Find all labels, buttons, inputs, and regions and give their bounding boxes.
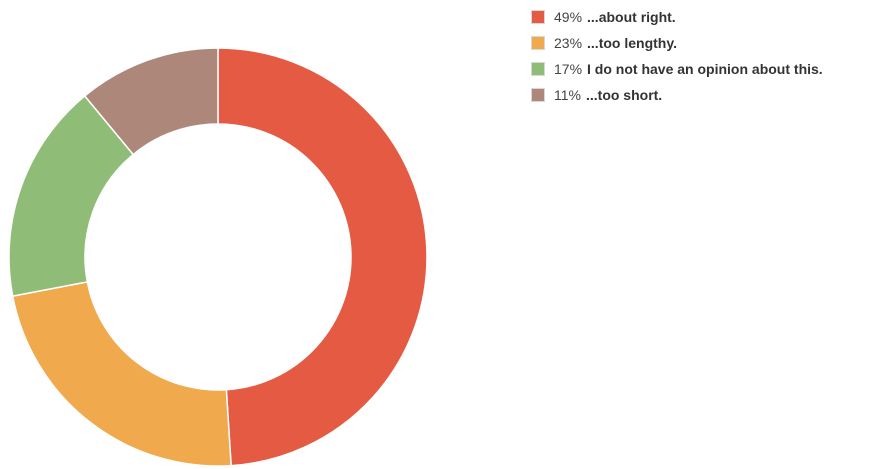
legend-item[interactable]: 23% ...too lengthy. <box>531 33 823 53</box>
donut-plot <box>8 47 428 467</box>
legend-percent: 49% <box>554 9 583 25</box>
chart-legend: 49% ...about right. 23% ...too lengthy. … <box>531 7 823 111</box>
legend-label: I do not have an opinion about this. <box>587 61 823 77</box>
legend-percent: 17% <box>554 61 583 77</box>
legend-item[interactable]: 11% ...too short. <box>531 85 823 105</box>
legend-item[interactable]: 49% ...about right. <box>531 7 823 27</box>
legend-percent: 23% <box>554 35 583 51</box>
legend-swatch <box>531 88 545 102</box>
legend-item[interactable]: 17% I do not have an opinion about this. <box>531 59 823 79</box>
donut-slice[interactable] <box>217 47 428 467</box>
legend-label: ...about right. <box>587 9 676 25</box>
donut-slice[interactable] <box>83 47 219 156</box>
legend-label: ...too lengthy. <box>587 35 677 51</box>
legend-label: ...too short. <box>585 87 663 103</box>
donut-slice[interactable] <box>11 281 232 467</box>
legend-swatch <box>531 10 545 24</box>
legend-swatch <box>531 62 545 76</box>
legend-percent: 11% <box>554 87 581 103</box>
legend-swatch <box>531 36 545 50</box>
